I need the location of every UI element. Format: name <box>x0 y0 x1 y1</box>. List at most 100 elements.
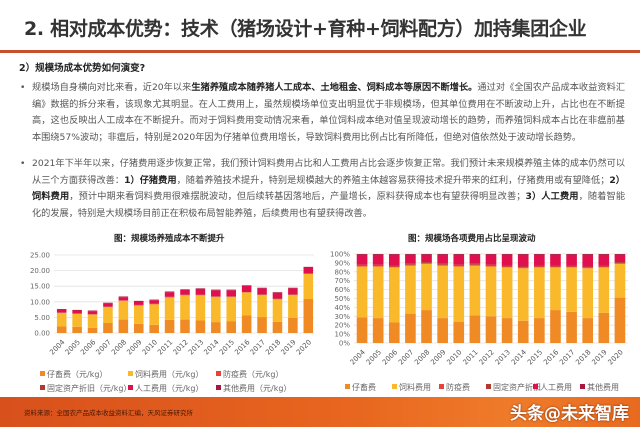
x-tick-label: 2016 <box>233 338 252 357</box>
text-run: 通过对《全国农产品成本收益资料汇编》数据的拆分来看，该现象尤其明显。在人工费用上… <box>32 82 626 143</box>
chart-title-cost: 图：规模场养殖成本不断提升 <box>114 234 225 244</box>
bar-segment <box>421 310 432 343</box>
legend-label: 饲料费用 <box>399 383 431 392</box>
bar-segment <box>534 266 545 268</box>
bar-segment <box>534 267 545 319</box>
bar-segment <box>501 266 513 268</box>
bar-segment <box>388 267 400 323</box>
bar-segment <box>614 297 626 343</box>
bar-segment <box>226 289 237 291</box>
bar-segment <box>303 274 314 299</box>
bar-segment <box>550 266 561 268</box>
bar-segment <box>517 254 529 267</box>
bar-segment <box>517 266 529 268</box>
bar-segment <box>372 264 384 266</box>
bar-segment <box>501 267 513 319</box>
bullet-paragraph-2: • 2021年下半年以来，仔猪费用逐步恢复正常，我们预计饲料费用占比和人工费用占… <box>20 156 625 222</box>
bar-segment <box>501 254 513 255</box>
bar-segment <box>164 291 175 293</box>
x-tick-label: 2018 <box>264 338 282 356</box>
bar-segment <box>453 266 465 322</box>
bar-segment <box>372 265 384 267</box>
bar-segment <box>72 309 82 311</box>
bar-segment <box>614 254 626 263</box>
bar-segment <box>272 321 283 333</box>
legend-swatch <box>392 384 397 389</box>
bar-segment <box>598 266 610 268</box>
x-tick-label: 2009 <box>125 338 143 356</box>
bar-segment <box>303 298 314 333</box>
bar-segment <box>421 254 432 255</box>
y-tick-label: 10% <box>334 331 350 339</box>
bar-segment <box>517 254 529 255</box>
bar-segment <box>103 307 113 324</box>
bar-segment <box>356 317 368 343</box>
bar-segment <box>303 273 314 274</box>
legend-swatch <box>580 384 585 389</box>
bar-segment <box>241 315 252 333</box>
x-tick-label: 2015 <box>218 338 236 356</box>
bar-segment <box>372 266 384 319</box>
text-run: 规模场自身横向对比来看，近20年以来 <box>32 82 192 93</box>
bar-segment <box>211 322 221 333</box>
bar-segment <box>356 254 368 255</box>
x-tick-label: 2012 <box>478 348 496 366</box>
bar-segment <box>103 323 113 333</box>
legend-label: 人工费用（元/kg） <box>135 384 204 393</box>
bar-segment <box>87 327 98 333</box>
footer-bar: 资料来源：全国农产品成本收益资料汇编，天风证券研究所 头条@未来智库 <box>0 397 640 427</box>
legend-item: 固定资产折旧 <box>486 382 541 393</box>
bar-segment <box>195 289 206 295</box>
bar-segment <box>453 264 465 266</box>
x-tick-label: 2007 <box>95 338 113 356</box>
legend-label: 防疫费（元/kg） <box>223 370 284 379</box>
bar-segment <box>211 296 221 297</box>
bar-segment <box>87 311 98 314</box>
x-tick-label: 2018 <box>574 348 592 366</box>
text-run: ，随着智能化的发展，特别是大规模场目前正在积极布局智能养殖，后续费用也有望获得改… <box>32 191 626 219</box>
legend-swatch <box>216 371 221 376</box>
bar-segment <box>56 313 67 327</box>
bar-segment <box>582 267 594 269</box>
bar-segment <box>272 299 283 322</box>
bar-segment <box>288 287 298 289</box>
bar-segment <box>566 254 577 255</box>
text-run: 2021年下半年以来，仔猪费用逐步恢复正常，我们预计饲料费用占比和人工费用占比会… <box>32 158 626 186</box>
y-tick-label: 70% <box>334 277 350 285</box>
bar-segment <box>257 294 267 295</box>
x-tick-label: 2016 <box>542 348 561 367</box>
bar-segment <box>211 297 221 323</box>
bar-segment <box>356 266 368 318</box>
legend-label: 固定资产折旧 <box>493 383 541 392</box>
bar-segment <box>485 264 497 266</box>
bar-segment <box>226 321 237 333</box>
legend-swatch <box>40 371 45 376</box>
bar-segment <box>56 308 67 310</box>
bar-segment <box>582 254 594 267</box>
bar-segment <box>421 254 432 263</box>
x-tick-label: 2020 <box>295 338 313 356</box>
bar-segment <box>469 315 481 343</box>
text-run-bold: 2）饲料费用 <box>32 174 625 203</box>
bar-segment <box>582 318 594 343</box>
bar-segment <box>566 265 577 267</box>
bar-segment <box>614 262 626 263</box>
bar-segment <box>550 265 561 267</box>
bar-segment <box>550 267 561 311</box>
bar-segment <box>133 323 144 333</box>
bar-segment <box>421 262 432 263</box>
bar-segment <box>421 262 432 264</box>
legend-label: 其他费用（元/kg） <box>223 384 292 393</box>
bar-segment <box>453 254 465 255</box>
bullet-text: 规模场自身横向对比来看，近20年以来生猪养殖成本随养猪人工成本、土地租金、饲料成… <box>32 80 625 146</box>
legend-swatch <box>216 385 221 390</box>
bar-segment <box>614 254 626 255</box>
bar-segment <box>582 266 594 268</box>
bar-segment <box>566 266 577 268</box>
legend-label: 饲料费用（元/kg） <box>135 370 204 379</box>
bar-segment <box>226 296 237 297</box>
bar-segment <box>550 254 561 255</box>
x-tick-label: 2005 <box>64 338 82 356</box>
legend-swatch <box>345 384 350 389</box>
legend-swatch <box>439 384 444 389</box>
